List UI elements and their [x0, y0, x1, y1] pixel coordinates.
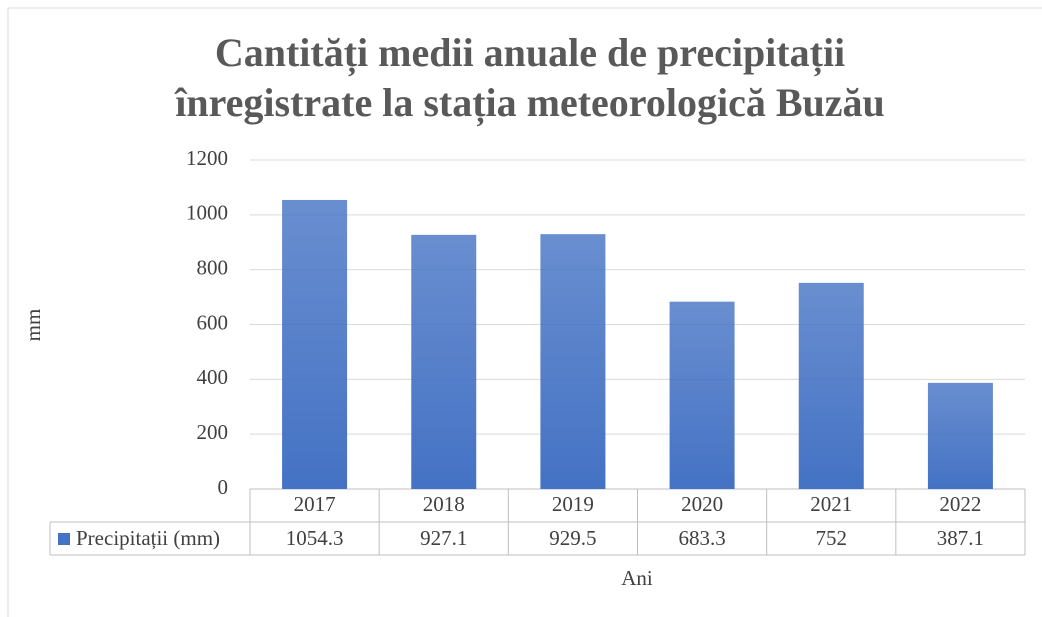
bar: [411, 234, 477, 489]
x-tick-label: 2021: [810, 492, 852, 516]
y-tick-label: 200: [197, 420, 229, 444]
y-tick-label: 400: [197, 365, 229, 389]
chart-title: înregistrate la stația meteorologică Buz…: [174, 80, 885, 126]
table-value: 752: [816, 526, 848, 550]
x-axis-label: Ani: [621, 566, 653, 590]
chart-title: Cantități medii anuale de precipitații: [215, 30, 845, 76]
table-value: 1054.3: [286, 526, 344, 550]
x-tick-label: 2017: [294, 492, 336, 516]
table-value: 927.1: [420, 526, 467, 550]
bar: [669, 301, 735, 489]
y-tick-label: 600: [197, 310, 229, 334]
y-tick-label: 0: [218, 475, 229, 499]
x-tick-label: 2020: [681, 492, 723, 516]
legend-key: [58, 533, 70, 545]
y-tick-label: 1200: [186, 146, 228, 170]
table-value: 929.5: [549, 526, 596, 550]
legend-label: Precipitații (mm): [76, 526, 220, 550]
y-axis-label: mm: [21, 309, 45, 342]
table-value: 387.1: [937, 526, 984, 550]
bar: [798, 282, 864, 489]
x-tick-label: 2019: [552, 492, 594, 516]
bar: [282, 199, 348, 489]
table-value: 683.3: [678, 526, 725, 550]
y-tick-label: 800: [197, 255, 229, 279]
chart-border: [7, 7, 1042, 617]
x-tick-label: 2022: [939, 492, 981, 516]
y-tick-label: 1000: [186, 201, 228, 225]
x-tick-label: 2018: [423, 492, 465, 516]
bar: [540, 234, 606, 489]
bar: [927, 382, 993, 489]
